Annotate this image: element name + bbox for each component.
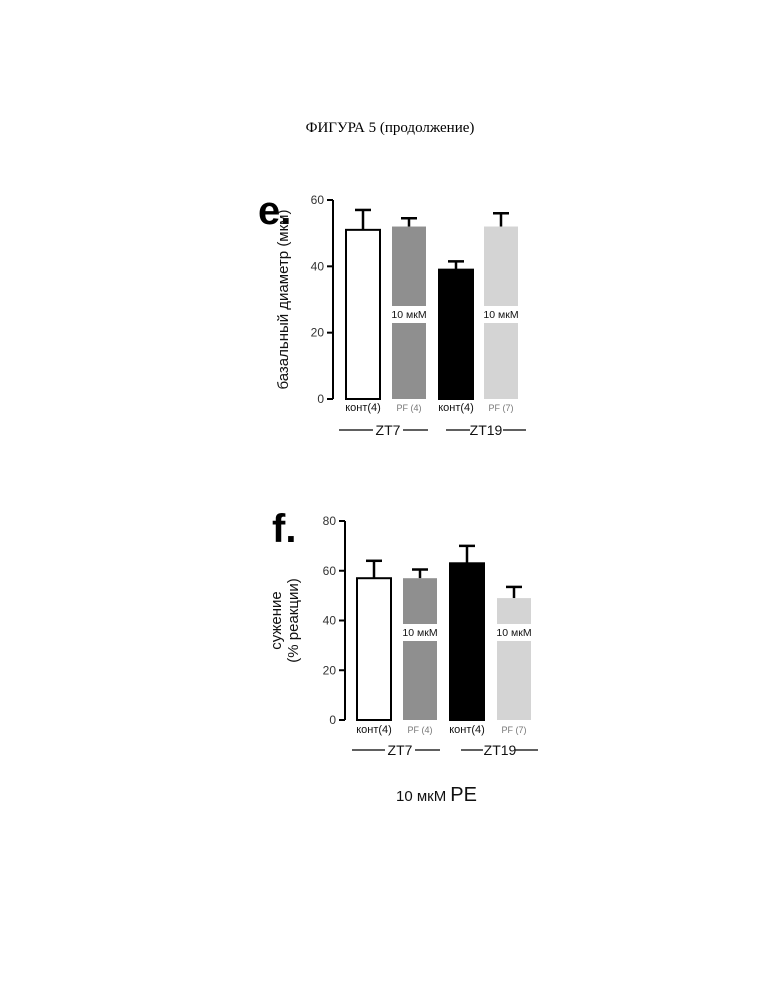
- category-label: конт(4): [449, 724, 485, 736]
- y-axis-label: (% реакции): [285, 578, 302, 662]
- y-tick-label: 0: [317, 392, 324, 406]
- y-tick-label: 60: [311, 193, 325, 207]
- category-label: PF (4): [407, 725, 432, 735]
- y-tick-label: 80: [323, 514, 337, 528]
- bar-label: 10 мкМ: [402, 627, 437, 639]
- y-tick-label: 60: [323, 564, 337, 578]
- group-label: ZT19: [470, 422, 503, 438]
- bar: [403, 578, 437, 720]
- y-tick-label: 20: [323, 663, 337, 677]
- bar: [357, 578, 391, 720]
- category-label: PF (7): [488, 403, 513, 413]
- y-axis-label: базальный диаметр (мкм): [275, 209, 292, 389]
- y-tick-label: 40: [311, 259, 325, 273]
- stimulus-agent: PE: [450, 784, 477, 806]
- group-label: ZT19: [484, 742, 517, 758]
- panel-letter: f.: [272, 507, 296, 551]
- stimulus-label: 10 мкМPE: [396, 784, 477, 807]
- chart-panel-e: e.0204060базальный диаметр (мкм)конт(4)1…: [258, 189, 526, 438]
- chart-panel-f: f. 0 20 40 60 80 сужение(% реакции) конт(4) 10 м…: [268, 507, 538, 758]
- y-tick-label: 20: [311, 326, 325, 340]
- bar: [439, 270, 473, 399]
- category-label: PF (7): [501, 725, 526, 735]
- bar: [346, 230, 380, 399]
- category-label: конт(4): [345, 402, 381, 414]
- bar: [497, 598, 531, 720]
- y-tick-label: 0: [329, 713, 336, 727]
- category-label: конт(4): [438, 402, 474, 414]
- stimulus-dose: 10 мкМ: [396, 788, 446, 805]
- bar: [450, 563, 484, 720]
- bar-label: 10 мкМ: [391, 309, 426, 321]
- bar-label: 10 мкМ: [483, 309, 518, 321]
- bar-label: 10 мкМ: [496, 627, 531, 639]
- category-label: конт(4): [356, 724, 392, 736]
- category-label: PF (4): [396, 403, 421, 413]
- y-tick-label: 40: [323, 614, 337, 628]
- group-label: ZT7: [376, 422, 401, 438]
- y-axis-label: сужение: [268, 591, 285, 650]
- group-label: ZT7: [388, 742, 413, 758]
